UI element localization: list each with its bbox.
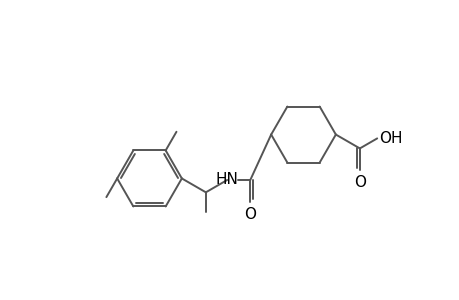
Text: O: O	[244, 207, 256, 222]
Text: OH: OH	[378, 131, 401, 146]
Text: O: O	[353, 176, 365, 190]
Text: HN: HN	[215, 172, 238, 188]
